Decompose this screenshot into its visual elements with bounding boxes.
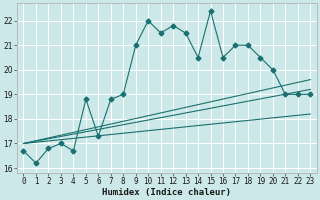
X-axis label: Humidex (Indice chaleur): Humidex (Indice chaleur) <box>102 188 231 197</box>
